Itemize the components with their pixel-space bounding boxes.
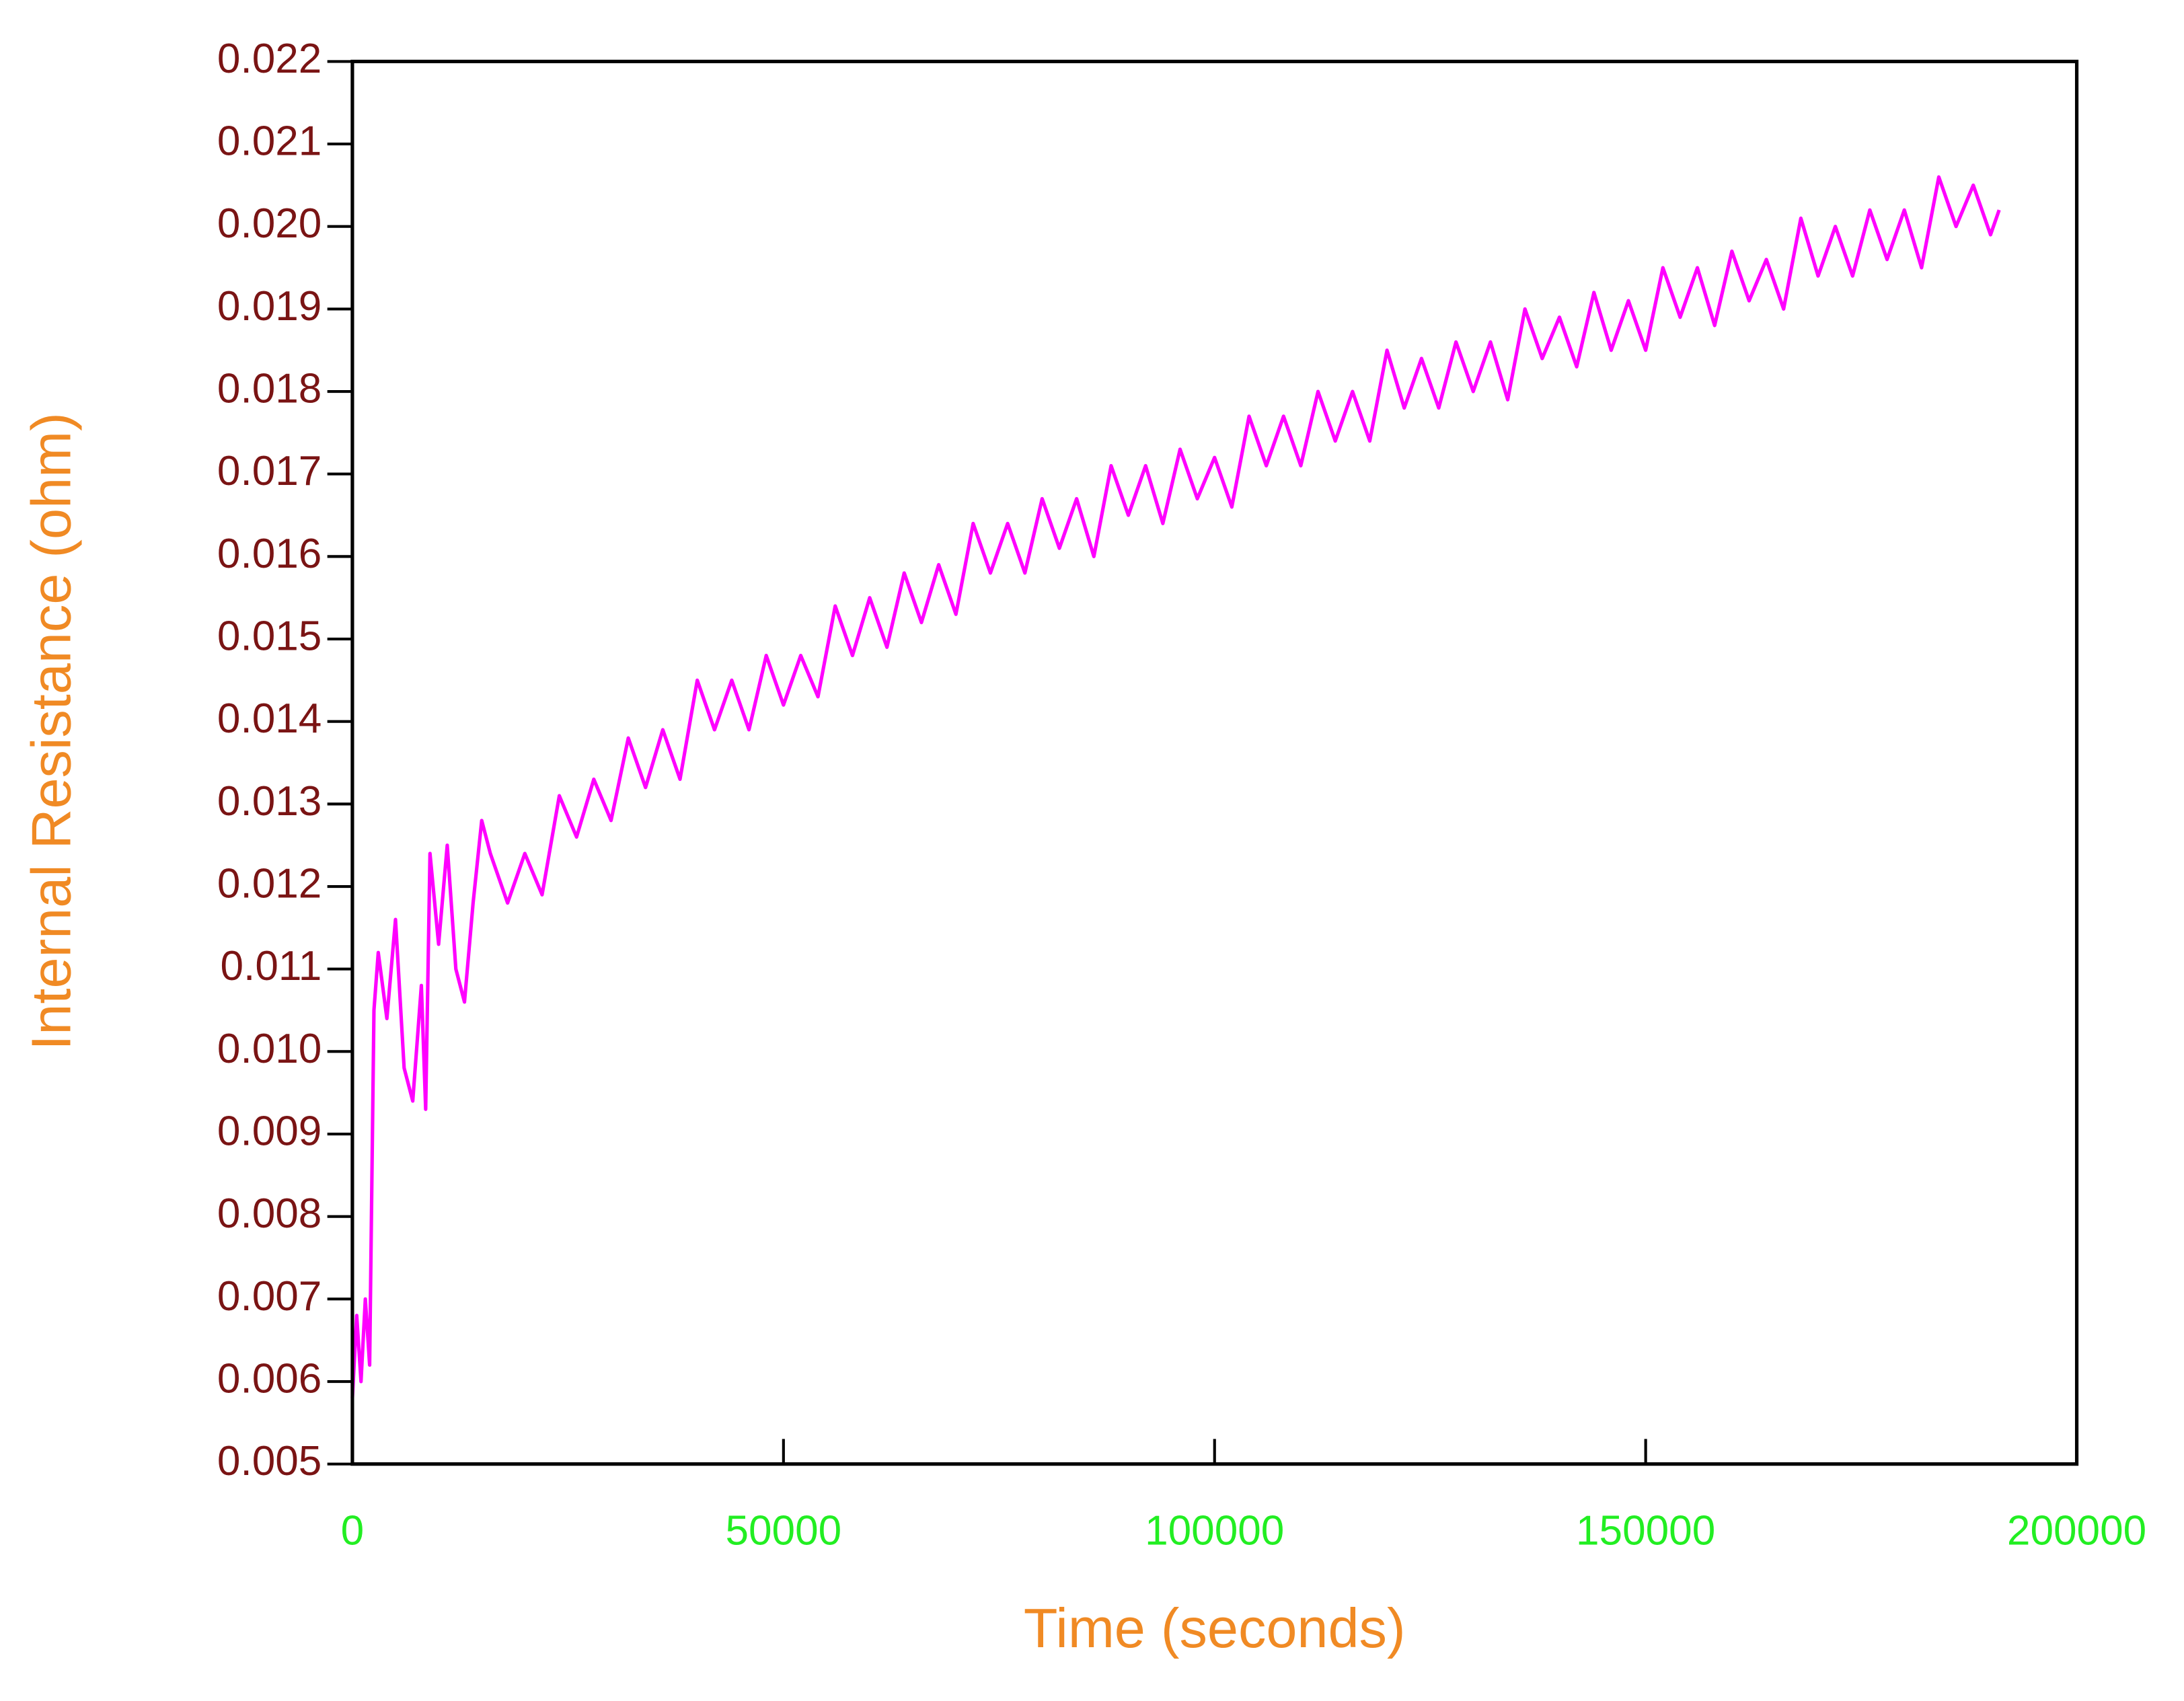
data-line <box>350 175 2001 1398</box>
y-tick-label: 0.011 <box>221 943 322 989</box>
y-tick-label: 0.022 <box>217 36 322 82</box>
y-tick-label: 0.015 <box>217 613 322 659</box>
y-tick-label: 0.020 <box>217 200 322 247</box>
y-axis-title: Internal Resistance (ohm) <box>20 412 83 1050</box>
x-tick-label: 150000 <box>1576 1508 1715 1554</box>
y-tick-label: 0.016 <box>217 531 322 577</box>
x-tick-label: 0 <box>341 1508 365 1554</box>
x-tick-label: 50000 <box>725 1508 841 1554</box>
x-tick-label: 100000 <box>1145 1508 1284 1554</box>
y-tick-label: 0.019 <box>217 283 322 330</box>
plot-frame <box>350 59 2079 1466</box>
y-tick-label: 0.012 <box>217 860 322 907</box>
x-axis-title: Time (seconds) <box>1024 1597 1406 1659</box>
x-tick-label: 200000 <box>2007 1508 2146 1554</box>
y-tick-label: 0.006 <box>217 1355 322 1402</box>
y-tick-label: 0.008 <box>217 1190 322 1237</box>
y-tick-label: 0.017 <box>217 448 322 494</box>
y-tick-label: 0.009 <box>217 1108 322 1154</box>
y-tick-label: 0.018 <box>217 365 322 412</box>
y-tick-label: 0.007 <box>217 1273 322 1320</box>
y-tick-label: 0.005 <box>217 1438 322 1484</box>
y-tick-label: 0.010 <box>217 1026 322 1072</box>
y-tick-label: 0.013 <box>217 778 322 825</box>
y-tick-label: 0.021 <box>217 118 322 164</box>
y-tick-label: 0.014 <box>217 695 322 742</box>
